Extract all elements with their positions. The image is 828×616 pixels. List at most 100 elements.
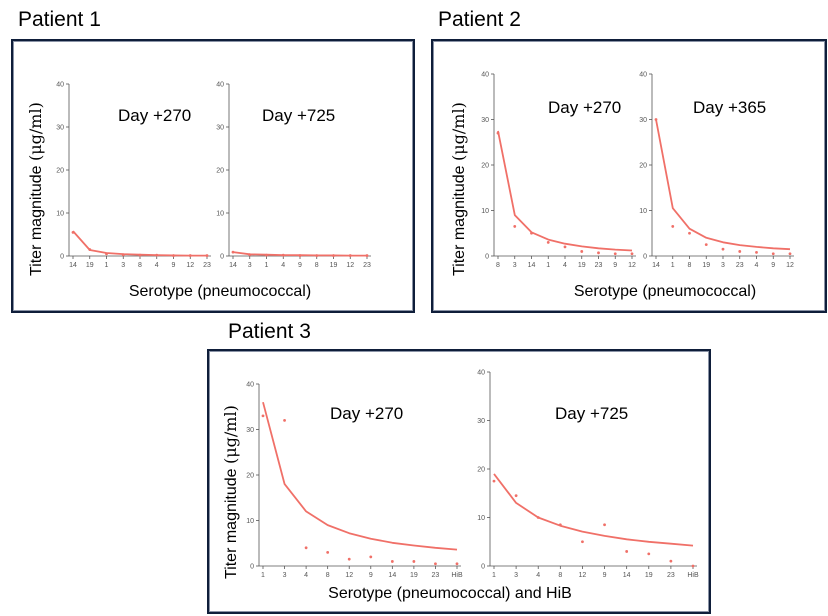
data-point: [496, 131, 500, 135]
x-tick-label: 14: [69, 262, 77, 269]
data-point: [671, 225, 675, 228]
y-tick-label: 40: [477, 370, 485, 377]
data-point: [563, 245, 567, 249]
data-point: [298, 254, 302, 257]
data-point: [265, 253, 268, 257]
data-point: [654, 118, 658, 121]
chart-p1-day270: 0 10 20 30 40 14 19 1 3 8 4 9 12 23: [56, 82, 211, 269]
data-point: [630, 252, 634, 256]
fit-curve: [262, 401, 458, 551]
x-tick-label: 12: [628, 262, 636, 269]
x-tick-label: 1: [105, 262, 109, 269]
data-point: [669, 559, 673, 563]
x-tick-label: 8: [138, 262, 142, 269]
data-point: [581, 540, 584, 544]
y-tick-label: 40: [216, 82, 224, 89]
patient-1-x-axis-label: Serotype (pneumococcal): [128, 283, 312, 300]
patient-3-y-axis-label: Titer magnitude (μg/ml): [221, 405, 240, 579]
data-point: [369, 555, 373, 559]
fit-curve: [493, 473, 694, 547]
data-point: [138, 253, 142, 257]
data-point: [304, 546, 308, 550]
data-point: [283, 419, 286, 422]
x-tick-label: HiB: [451, 572, 463, 579]
x-tick-label: 3: [248, 262, 252, 269]
y-tick-label: 20: [246, 473, 254, 480]
x-tick-label: 3: [513, 262, 517, 269]
data-point: [155, 253, 159, 257]
patient-1-y-axis-label: Titer magnitude (μg/ml): [26, 102, 45, 276]
x-tick-label: 8: [688, 262, 692, 269]
fit-curve: [72, 230, 207, 257]
y-tick-label: 20: [216, 168, 224, 175]
data-point: [704, 243, 708, 247]
data-point: [558, 523, 562, 527]
y-tick-label: 0: [485, 254, 489, 261]
x-tick-label: 1: [492, 572, 496, 579]
y-tick-label: 0: [60, 254, 64, 261]
x-tick-label: 19: [702, 262, 710, 269]
data-point: [434, 562, 437, 566]
x-tick-label: 9: [771, 262, 775, 269]
x-tick-label: 1: [671, 262, 675, 269]
patient-3-frame: [207, 349, 711, 614]
data-point: [332, 254, 335, 257]
data-point: [390, 560, 394, 563]
data-point: [492, 479, 496, 483]
y-tick-label: 20: [481, 163, 489, 170]
chart-p3-day725: 0 10 20 30 40 1 3 4 8 12 9 14 19 23 HiB: [477, 370, 699, 580]
x-tick-label: 3: [514, 572, 518, 579]
y-tick-label: 20: [639, 163, 647, 170]
y-tick-label: 0: [643, 254, 647, 261]
data-point: [788, 252, 792, 256]
x-tick-label: 12: [186, 262, 194, 269]
y-tick-label: 0: [220, 254, 224, 261]
patient-2-y-axis-label: Titer magnitude (μg/ml): [449, 102, 468, 276]
x-tick-label: 23: [363, 262, 371, 269]
x-tick-label: 1: [546, 262, 550, 269]
data-point: [691, 564, 695, 568]
x-tick-label: 9: [369, 572, 373, 579]
x-tick-label: 14: [652, 262, 660, 269]
data-point: [347, 557, 351, 561]
data-point: [514, 494, 518, 498]
y-tick-label: 10: [56, 211, 64, 218]
y-tick-label: 0: [250, 564, 254, 571]
data-point: [625, 550, 629, 553]
data-point: [121, 253, 125, 257]
x-tick-label: 3: [721, 262, 725, 269]
data-point: [721, 247, 725, 251]
x-tick-label: 12: [346, 262, 354, 269]
x-tick-label: 1: [261, 572, 265, 579]
y-tick-label: 40: [639, 72, 647, 79]
x-tick-label: 23: [736, 262, 744, 269]
patient-3-x-axis-label: Serotype (pneumococcal) and HiB: [328, 585, 572, 602]
x-tick-label: 8: [558, 572, 562, 579]
y-tick-label: 0: [481, 564, 485, 571]
data-point: [455, 562, 459, 566]
x-tick-label: 14: [623, 572, 631, 579]
data-point: [172, 254, 175, 257]
p2-day270-label: Day +270: [548, 98, 622, 117]
data-point: [738, 250, 742, 253]
x-tick-label: 3: [283, 572, 287, 579]
fit-curve: [655, 119, 791, 251]
x-tick-label: 9: [172, 262, 176, 269]
data-point: [603, 523, 606, 527]
data-point: [546, 240, 550, 244]
data-point: [688, 231, 691, 235]
y-tick-label: 10: [639, 208, 647, 215]
patient-2-frame: [431, 39, 827, 313]
data-point: [315, 254, 319, 257]
data-point: [348, 254, 352, 257]
patient-2-x-axis-label: Serotype (pneumococcal): [573, 283, 757, 300]
x-tick-label: 23: [203, 262, 211, 269]
x-tick-label: 19: [410, 572, 418, 579]
chart-p3-day270: 0 10 20 30 40 1 3 4 8 12 9 14 19 23 HiB: [246, 382, 463, 580]
data-point: [326, 550, 330, 554]
p2-day365-label: Day +365: [693, 98, 767, 117]
x-tick-label: 8: [315, 262, 319, 269]
y-tick-label: 30: [639, 117, 647, 124]
data-point: [248, 253, 252, 257]
y-tick-label: 40: [246, 382, 254, 389]
